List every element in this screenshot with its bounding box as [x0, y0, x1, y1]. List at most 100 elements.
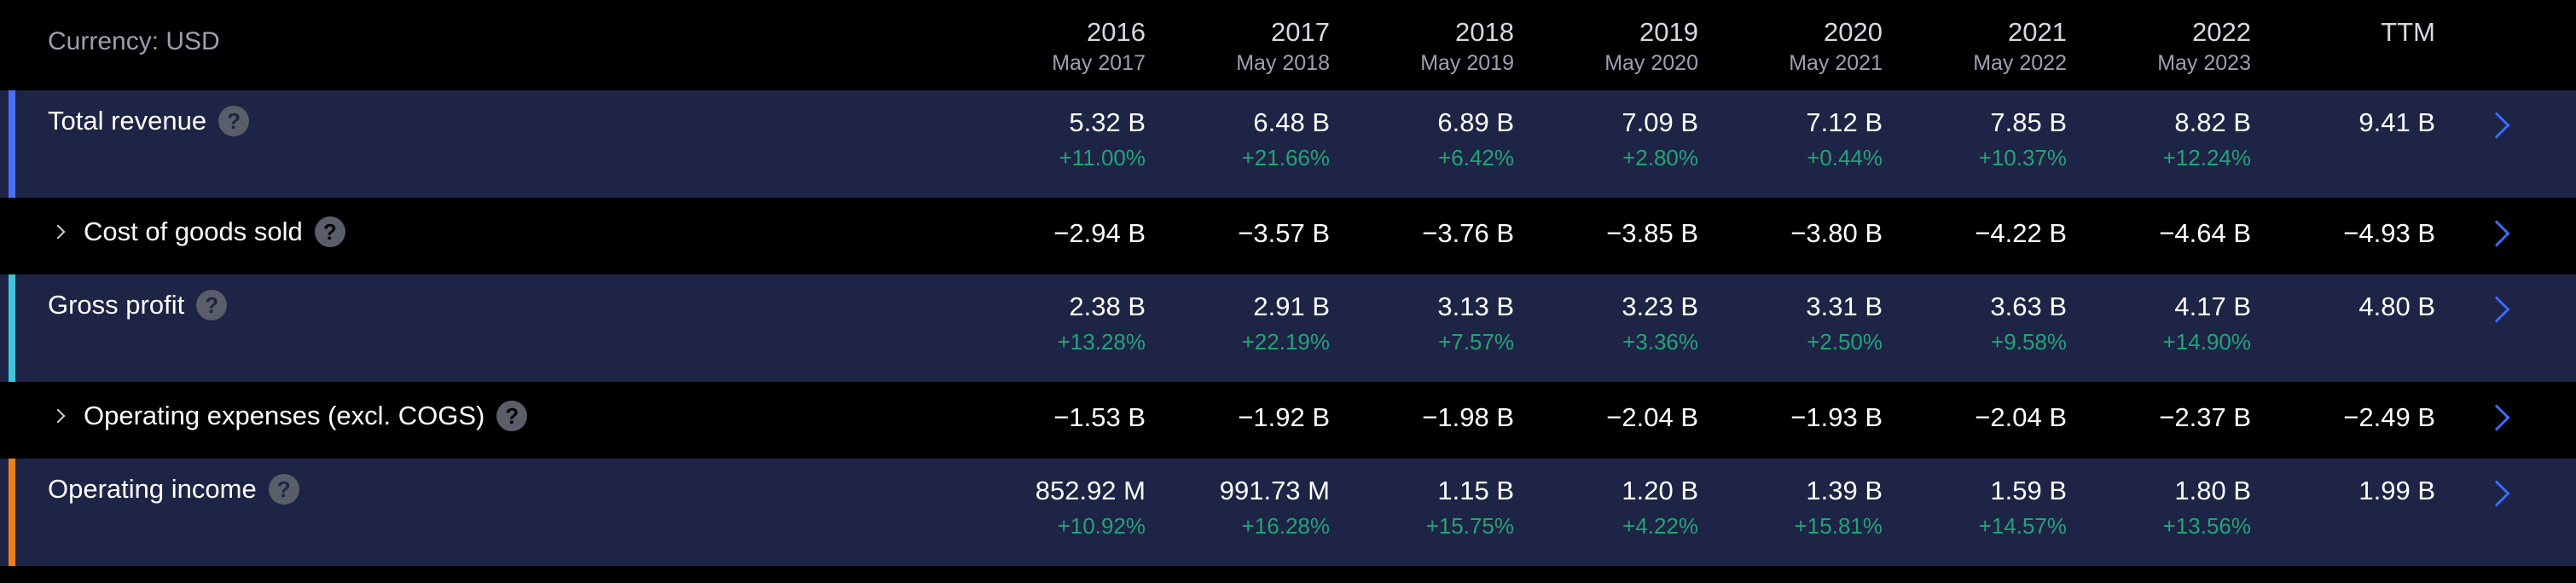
- cell-value: 3.31 B: [1806, 292, 1883, 321]
- cell-change: +10.37%: [1978, 145, 2067, 170]
- value-cell: −3.76 B: [1318, 198, 1514, 273]
- column-header: 2019 May 2020: [1502, 0, 1698, 89]
- cell-value: 6.89 B: [1437, 107, 1514, 137]
- column-header: TTM: [2239, 0, 2435, 89]
- cell-change: +2.80%: [1622, 145, 1698, 170]
- chevron-right-icon[interactable]: [2483, 220, 2510, 247]
- cell-change: +13.56%: [2162, 513, 2251, 539]
- column-period: May 2020: [1604, 51, 1698, 75]
- cell-value: 1.80 B: [2174, 476, 2251, 505]
- cell-change: +11.00%: [1059, 145, 1146, 170]
- value-cell: 9.41 B: [2239, 90, 2435, 198]
- column-header: 2022 May 2023: [2055, 0, 2251, 89]
- chevron-right-icon[interactable]: [50, 408, 66, 424]
- column-header: 2020 May 2021: [1686, 0, 1883, 89]
- currency-label: Currency: USD: [48, 27, 220, 55]
- value-cell: −1.53 B: [949, 382, 1146, 457]
- value-cell: −1.93 B: [1686, 382, 1883, 457]
- cell-change: +10.92%: [1057, 513, 1146, 539]
- cell-value: 1.15 B: [1437, 476, 1514, 505]
- cell-value: −3.57 B: [1238, 218, 1330, 248]
- row-label[interactable]: Cost of goods sold?: [48, 216, 345, 247]
- table-header: Currency: USD 2016 May 2017 2017 May 2018 20…: [0, 0, 2576, 89]
- cell-value: 6.48 B: [1253, 107, 1330, 137]
- value-cell: 1.80 B +13.56%: [2055, 459, 2251, 566]
- row-label[interactable]: Operating expenses (excl. COGS)?: [48, 401, 528, 431]
- cell-change: +15.81%: [1794, 513, 1883, 539]
- value-cell: −2.04 B: [1502, 382, 1698, 457]
- value-cell: 7.12 B +0.44%: [1686, 90, 1883, 198]
- cell-change: +0.44%: [1807, 145, 1883, 170]
- question-mark-circle-icon[interactable]: ?: [196, 290, 228, 320]
- cell-change: +4.22%: [1622, 513, 1698, 539]
- cell-value: 9.41 B: [2358, 107, 2435, 137]
- value-cell: 3.31 B +2.50%: [1686, 274, 1883, 382]
- cell-value: 4.80 B: [2358, 292, 2435, 321]
- cell-value: 5.32 B: [1069, 107, 1146, 137]
- cell-value: −2.04 B: [1975, 402, 2067, 432]
- chevron-right-icon[interactable]: [2483, 296, 2510, 323]
- question-mark-circle-icon[interactable]: ?: [496, 401, 528, 431]
- column-period: May 2018: [1236, 51, 1330, 75]
- cell-value: 1.20 B: [1622, 476, 1698, 505]
- value-cell: −4.93 B: [2239, 198, 2435, 273]
- cell-value: −2.94 B: [1053, 218, 1146, 248]
- value-cell: 5.32 B +11.00%: [949, 90, 1146, 198]
- row-label-text: Operating expenses (excl. COGS): [84, 401, 485, 430]
- cell-value: −4.22 B: [1975, 218, 2067, 248]
- question-mark-circle-icon[interactable]: ?: [268, 474, 299, 505]
- column-year: 2016: [1087, 17, 1146, 47]
- column-period: May 2017: [1052, 51, 1146, 75]
- table-row[interactable]: Gross profit? 2.38 B +13.28% 2.91 B +22.19% 3…: [0, 274, 2576, 382]
- table-row[interactable]: Operating income? 852.92 M +10.92% 991.73 M…: [0, 459, 2576, 566]
- value-cell: 7.85 B +10.37%: [1871, 90, 2067, 198]
- cell-change: +7.57%: [1438, 329, 1514, 355]
- value-cell: −3.85 B: [1502, 198, 1698, 273]
- row-label-text: Cost of goods sold: [84, 216, 303, 246]
- chevron-right-icon[interactable]: [2483, 480, 2510, 507]
- row-label-text: Total revenue: [48, 106, 207, 136]
- column-year: 2019: [1639, 17, 1698, 47]
- value-cell: −2.94 B: [949, 198, 1146, 273]
- table-row[interactable]: Operating expenses (excl. COGS)? −1.53 B −…: [0, 382, 2576, 457]
- cell-change: +14.57%: [1978, 513, 2067, 539]
- table-row[interactable]: Cost of goods sold? −2.94 B −3.57 B −3.76 B…: [0, 198, 2576, 273]
- value-cell: −3.80 B: [1686, 198, 1883, 273]
- cell-value: 2.91 B: [1253, 292, 1330, 321]
- table-row[interactable]: Total revenue? 5.32 B +11.00% 6.48 B +21.66%…: [0, 90, 2576, 198]
- cell-change: +21.66%: [1241, 145, 1330, 170]
- chevron-right-icon[interactable]: [2483, 112, 2510, 139]
- column-year: 2020: [1824, 17, 1883, 47]
- chevron-right-icon[interactable]: [2483, 404, 2510, 431]
- question-mark-circle-icon[interactable]: ?: [314, 216, 345, 247]
- question-mark-circle-icon[interactable]: ?: [218, 106, 250, 136]
- value-cell: 4.80 B: [2239, 274, 2435, 382]
- value-cell: 2.91 B +22.19%: [1134, 274, 1330, 382]
- cell-value: −2.04 B: [1606, 402, 1698, 432]
- value-cell: −1.92 B: [1134, 382, 1330, 457]
- column-period: May 2022: [1973, 51, 2067, 75]
- value-cell: 1.39 B +15.81%: [1686, 459, 1883, 566]
- cell-value: 7.09 B: [1622, 107, 1698, 137]
- cell-value: 8.82 B: [2174, 107, 2251, 137]
- row-accent-bar: [9, 459, 15, 566]
- chevron-right-icon[interactable]: [50, 224, 66, 240]
- cell-change: +16.28%: [1241, 513, 1330, 539]
- value-cell: 3.23 B +3.36%: [1502, 274, 1698, 382]
- value-cell: 4.17 B +14.90%: [2055, 274, 2251, 382]
- row-label-text: Gross profit: [48, 290, 185, 320]
- cell-value: 3.13 B: [1437, 292, 1514, 321]
- cell-change: +15.75%: [1425, 513, 1514, 539]
- value-cell: 6.48 B +21.66%: [1134, 90, 1330, 198]
- column-year: 2022: [2192, 17, 2251, 47]
- value-cell: 1.59 B +14.57%: [1871, 459, 2067, 566]
- value-cell: 3.13 B +7.57%: [1318, 274, 1514, 382]
- value-cell: 1.20 B +4.22%: [1502, 459, 1698, 566]
- row-accent-bar: [9, 274, 15, 382]
- value-cell: −1.98 B: [1318, 382, 1514, 457]
- value-cell: −4.64 B: [2055, 198, 2251, 273]
- value-cell: 3.63 B +9.58%: [1871, 274, 2067, 382]
- value-cell: −2.04 B: [1871, 382, 2067, 457]
- row-accent-bar: [9, 90, 15, 198]
